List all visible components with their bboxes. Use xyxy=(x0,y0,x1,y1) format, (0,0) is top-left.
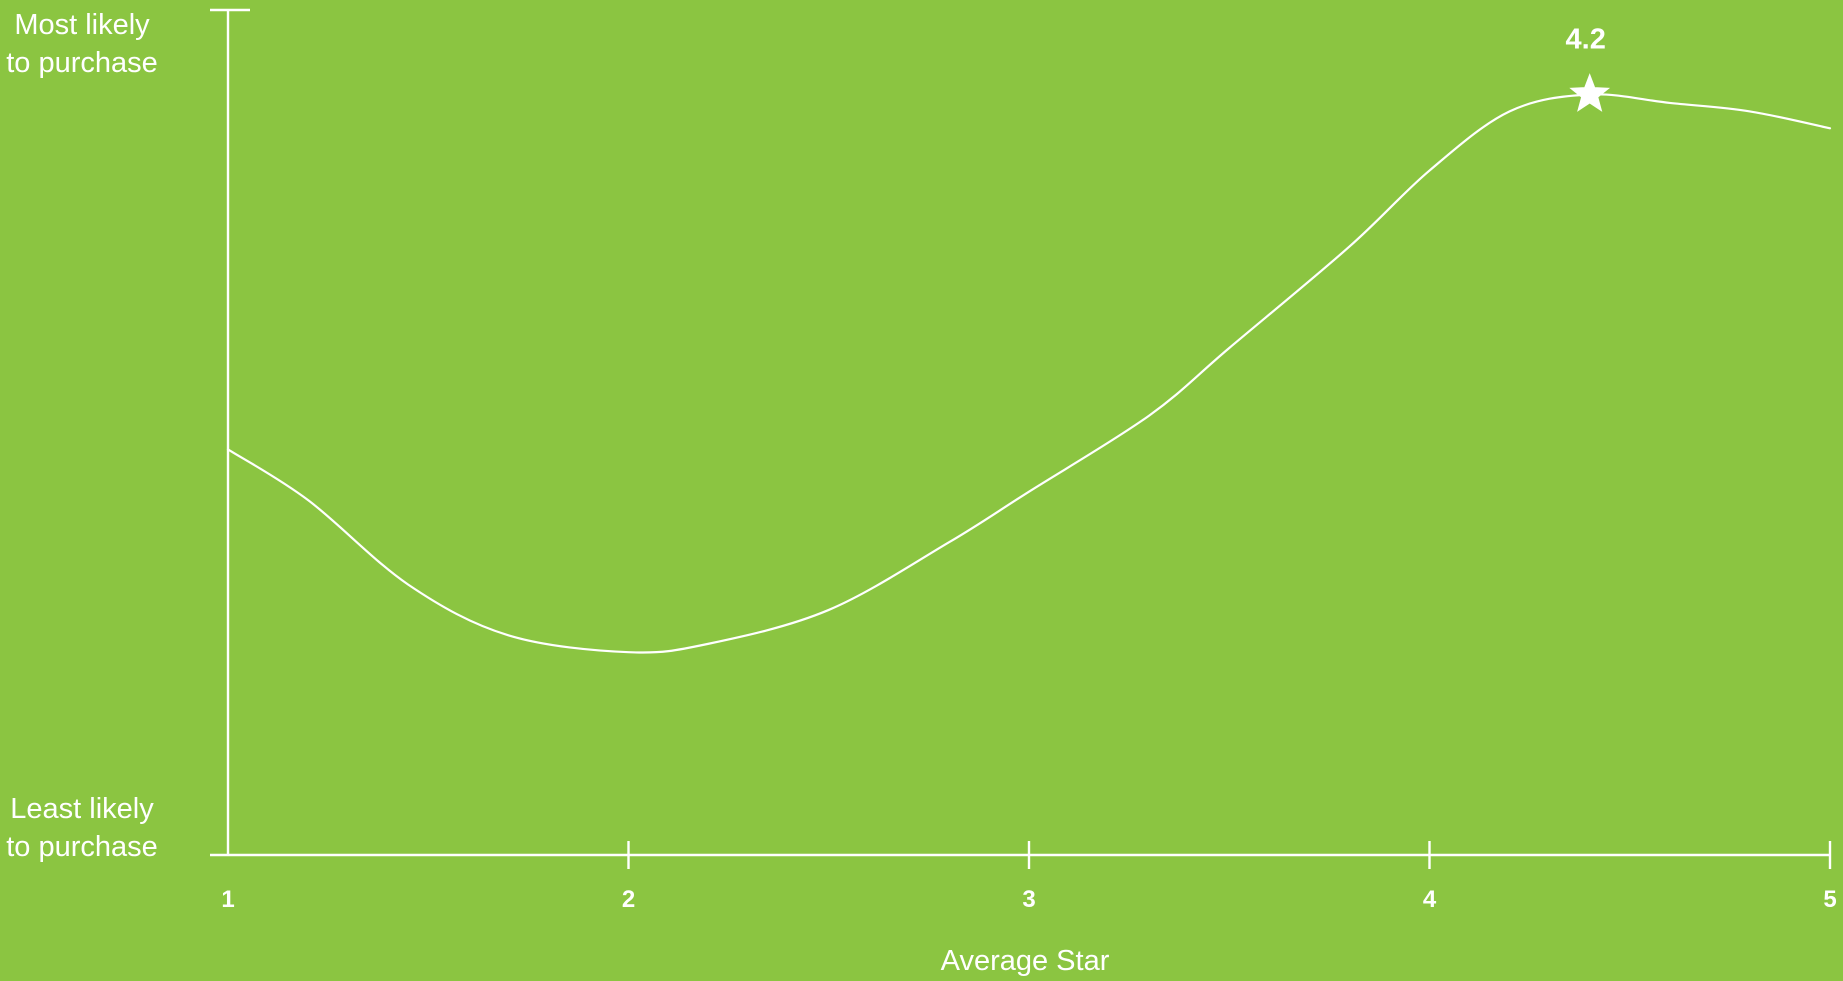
peak-annotation-label: 4.2 xyxy=(1566,24,1606,56)
star-icon xyxy=(1569,73,1611,112)
x-tick-label-2: 2 xyxy=(622,886,635,913)
y-label-bottom-line1: Least likely xyxy=(10,793,154,825)
x-tick-label-5: 5 xyxy=(1823,886,1836,913)
series-group xyxy=(226,93,1832,654)
y-label-bottom-line2: to purchase xyxy=(6,831,158,863)
y-label-top-line2: to purchase xyxy=(6,47,158,79)
x-tick-label-1: 1 xyxy=(221,886,234,913)
annotation-group: 4.2 xyxy=(1566,24,1611,112)
series-line-0 xyxy=(226,93,1832,654)
x-tick-label-3: 3 xyxy=(1022,886,1035,913)
x-tick-label-4: 4 xyxy=(1423,886,1437,913)
y-label-top-line1: Most likely xyxy=(14,9,150,41)
x-axis-title: Average Star xyxy=(941,945,1110,977)
x-ticks-group: 1 2 3 4 5 xyxy=(221,841,1837,913)
